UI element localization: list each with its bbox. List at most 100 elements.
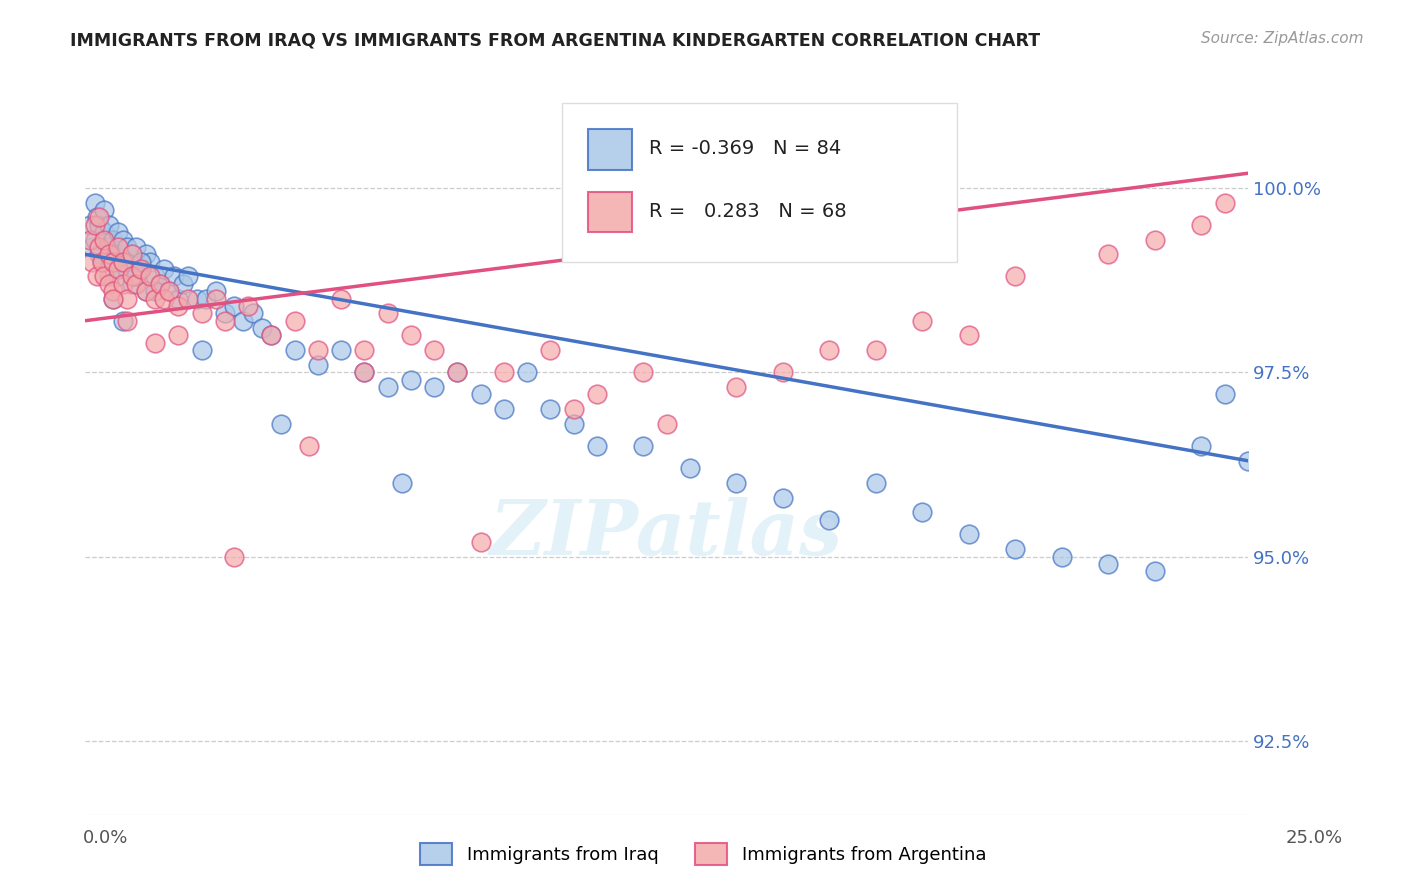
Immigrants from Iraq (270, 417, 292, 431)
Immigrants from Argentina (297, 439, 319, 453)
Immigrants from Iraq (139, 254, 162, 268)
Immigrants from Iraq (167, 292, 190, 306)
Immigrants from Argentina (260, 328, 283, 343)
Immigrants from Argentina (562, 402, 585, 417)
Immigrants from Argentina (149, 277, 172, 291)
Immigrants from Iraq (125, 269, 148, 284)
Immigrants from Argentina (89, 211, 111, 225)
Immigrants from Argentina (1143, 233, 1166, 247)
Immigrants from Argentina (93, 269, 115, 284)
Immigrants from Iraq (204, 284, 226, 298)
Immigrants from Argentina (157, 284, 180, 298)
Immigrants from Iraq (115, 240, 138, 254)
Immigrants from Iraq (93, 225, 115, 239)
Legend: Immigrants from Iraq, Immigrants from Argentina: Immigrants from Iraq, Immigrants from Ar… (412, 836, 994, 872)
Immigrants from Iraq (423, 380, 446, 394)
Immigrants from Iraq (143, 269, 166, 284)
Immigrants from Iraq (818, 513, 841, 527)
Immigrants from Argentina (307, 343, 329, 358)
Immigrants from Iraq (1237, 454, 1260, 468)
Immigrants from Iraq (391, 475, 413, 490)
Immigrants from Argentina (224, 549, 246, 564)
Immigrants from Argentina (284, 314, 307, 328)
Immigrants from Argentina (103, 254, 125, 268)
Immigrants from Iraq (107, 225, 129, 239)
Immigrants from Iraq (492, 402, 515, 417)
Immigrants from Iraq (585, 439, 607, 453)
Immigrants from Iraq (82, 240, 104, 254)
Immigrants from Argentina (353, 343, 375, 358)
Bar (588, 129, 631, 169)
Immigrants from Argentina (330, 292, 353, 306)
Immigrants from Argentina (818, 343, 841, 358)
Immigrants from Iraq (1097, 557, 1119, 571)
Immigrants from Iraq (83, 233, 105, 247)
Immigrants from Iraq (911, 505, 934, 519)
Immigrants from Iraq (90, 254, 112, 268)
Immigrants from Argentina (1097, 247, 1119, 261)
Immigrants from Iraq (232, 314, 254, 328)
Immigrants from Iraq (195, 292, 218, 306)
Immigrants from Iraq (446, 365, 468, 379)
Immigrants from Argentina (167, 328, 190, 343)
Immigrants from Iraq (163, 269, 186, 284)
Immigrants from Argentina (957, 328, 980, 343)
Immigrants from Argentina (143, 292, 166, 306)
Immigrants from Iraq (129, 262, 152, 277)
Immigrants from Iraq (129, 254, 152, 268)
Immigrants from Iraq (121, 254, 143, 268)
Immigrants from Iraq (865, 475, 887, 490)
Immigrants from Argentina (190, 306, 212, 320)
Immigrants from Iraq (83, 195, 105, 210)
Immigrants from Iraq (214, 306, 236, 320)
Immigrants from Argentina (1189, 218, 1212, 232)
Immigrants from Argentina (93, 233, 115, 247)
Immigrants from Iraq (772, 491, 794, 505)
Immigrants from Iraq (538, 402, 561, 417)
Immigrants from Iraq (79, 218, 101, 232)
Immigrants from Argentina (236, 299, 259, 313)
Immigrants from Iraq (1050, 549, 1073, 564)
Immigrants from Iraq (86, 211, 108, 225)
Immigrants from Argentina (89, 240, 111, 254)
Immigrants from Iraq (176, 269, 198, 284)
Immigrants from Argentina (143, 335, 166, 350)
Immigrants from Iraq (1143, 564, 1166, 578)
Immigrants from Argentina (423, 343, 446, 358)
Text: 0.0%: 0.0% (83, 829, 128, 847)
Immigrants from Iraq (121, 247, 143, 261)
Immigrants from Argentina (111, 254, 134, 268)
Immigrants from Iraq (103, 292, 125, 306)
Immigrants from Argentina (115, 292, 138, 306)
Bar (588, 192, 631, 232)
Text: R =   0.283   N = 68: R = 0.283 N = 68 (650, 202, 846, 221)
Immigrants from Argentina (1213, 195, 1236, 210)
Immigrants from Argentina (83, 218, 105, 232)
Immigrants from Iraq (149, 277, 172, 291)
Immigrants from Argentina (125, 277, 148, 291)
Immigrants from Argentina (107, 240, 129, 254)
Immigrants from Iraq (516, 365, 538, 379)
Immigrants from Iraq (330, 343, 353, 358)
Immigrants from Iraq (399, 373, 422, 387)
Immigrants from Iraq (107, 269, 129, 284)
Immigrants from Argentina (633, 365, 655, 379)
Immigrants from Iraq (1004, 542, 1026, 557)
Immigrants from Argentina (86, 269, 108, 284)
Immigrants from Iraq (172, 277, 194, 291)
Immigrants from Iraq (957, 527, 980, 541)
Immigrants from Argentina (111, 277, 134, 291)
Immigrants from Iraq (135, 284, 157, 298)
Text: Source: ZipAtlas.com: Source: ZipAtlas.com (1201, 31, 1364, 46)
Immigrants from Argentina (865, 343, 887, 358)
Immigrants from Argentina (655, 417, 678, 431)
Immigrants from Iraq (562, 417, 585, 431)
Immigrants from Argentina (585, 387, 607, 401)
Immigrants from Iraq (153, 262, 176, 277)
Immigrants from Iraq (284, 343, 307, 358)
Immigrants from Argentina (121, 247, 143, 261)
Immigrants from Iraq (97, 269, 120, 284)
Immigrants from Iraq (679, 461, 702, 475)
Immigrants from Argentina (121, 269, 143, 284)
Immigrants from Iraq (377, 380, 399, 394)
